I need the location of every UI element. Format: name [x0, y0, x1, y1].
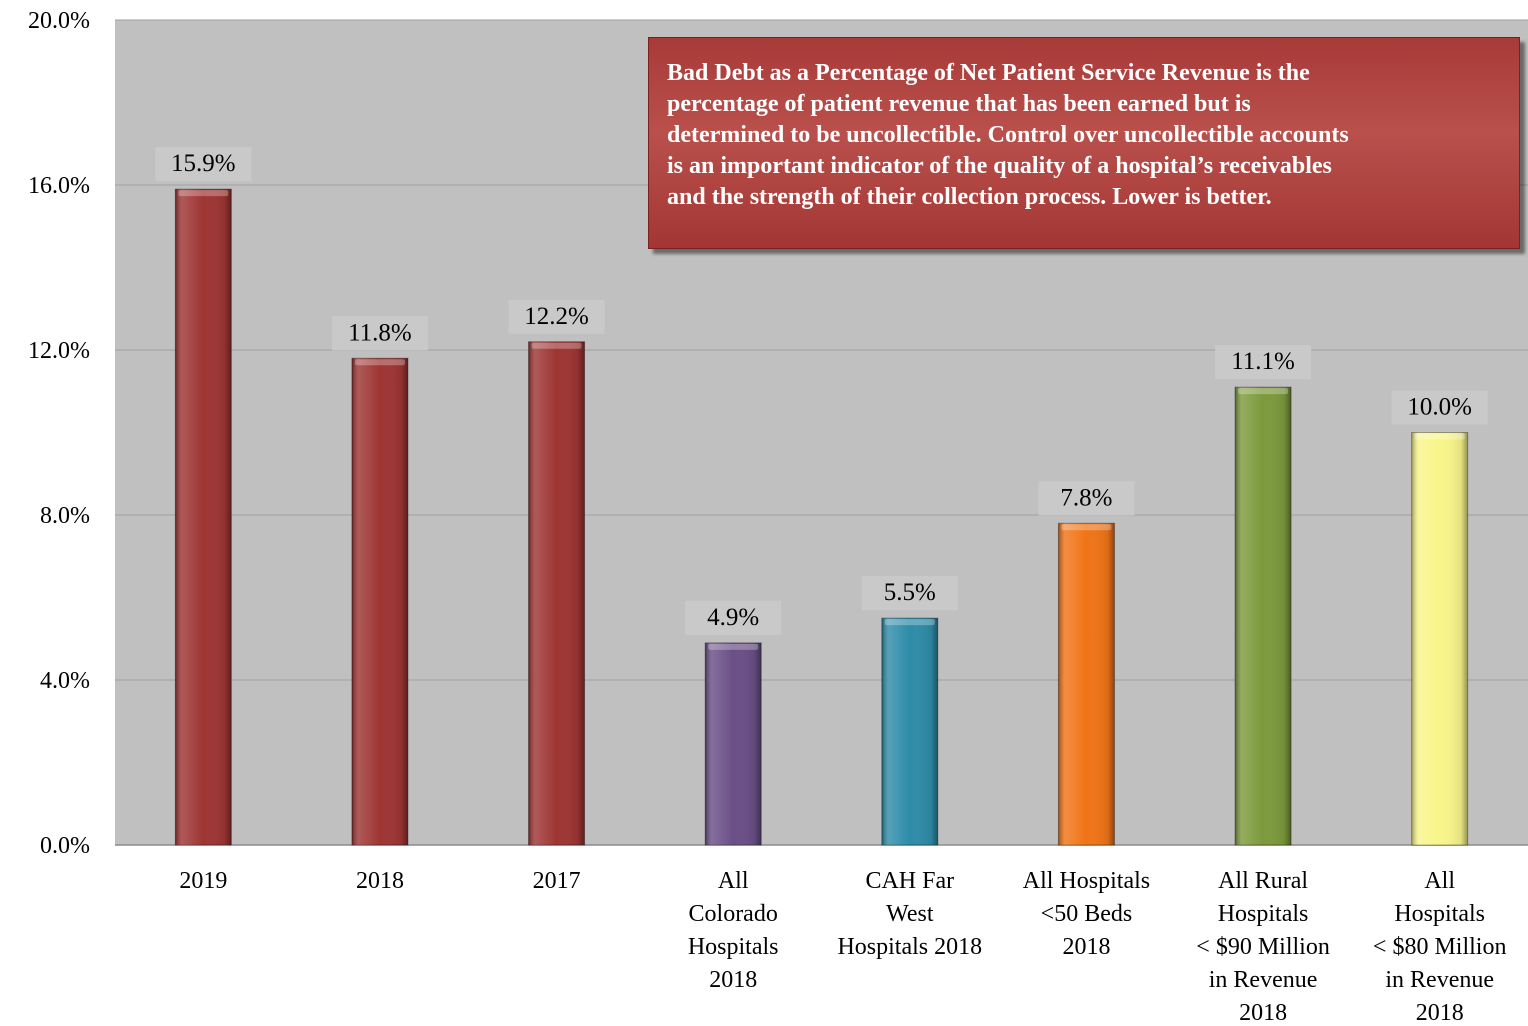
data-label: 11.8% — [348, 319, 412, 346]
data-label: 10.0% — [1407, 394, 1472, 421]
annotation-line-3: determined to be uncollectible. Control … — [667, 122, 1349, 148]
category-label-line: 2018 — [1239, 1000, 1287, 1026]
category-label-line: West — [886, 901, 934, 927]
bar-cap — [178, 190, 229, 197]
category-label-line: < $80 Million — [1373, 934, 1507, 960]
y-tick-label: 8.0% — [40, 503, 90, 529]
category-label-line: 2017 — [533, 868, 581, 894]
data-label-background — [508, 299, 605, 334]
category-label-line: 2018 — [1062, 934, 1110, 960]
category-label-line: <50 Beds — [1041, 901, 1133, 927]
data-label-background — [331, 316, 428, 351]
category-label-line: Hospitals — [1218, 901, 1309, 927]
data-label: 12.2% — [524, 303, 589, 330]
category-label: All Hospitals < $80 Million in Revenue 2018 — [1373, 868, 1507, 1026]
y-tick-label: 12.0% — [28, 338, 90, 364]
category-label-line: 2019 — [179, 868, 227, 894]
y-tick-label: 16.0% — [28, 173, 90, 199]
y-tick-label: 0.0% — [40, 833, 90, 859]
data-label: 4.9% — [707, 604, 759, 631]
category-label-line: CAH Far — [865, 868, 954, 894]
annotation-line-1: Bad Debt as a Percentage of Net Patient … — [667, 60, 1310, 86]
category-label: 2019 — [179, 868, 227, 894]
bar-shading — [175, 189, 232, 845]
bar-shading — [528, 341, 585, 845]
annotation-line-4: is an important indicator of the quality… — [667, 153, 1332, 179]
data-label: 7.8% — [1060, 484, 1112, 511]
category-label-line: 2018 — [356, 868, 404, 894]
category-label-line: < $90 Million — [1196, 934, 1330, 960]
annotation-box: Bad Debt as a Percentage of Net Patient … — [648, 37, 1520, 249]
category-label-line: All Rural — [1218, 868, 1308, 894]
category-label: All Hospitals <50 Beds 2018 — [1023, 868, 1150, 960]
bar-shading — [1235, 387, 1292, 845]
y-tick-label: 4.0% — [40, 668, 90, 694]
bar-shading — [705, 642, 762, 845]
category-label-line: 2018 — [1416, 1000, 1464, 1026]
category-label: All Colorado Hospitals 2018 — [688, 868, 779, 993]
bar-shading — [1411, 432, 1468, 845]
category-label-line: Colorado — [689, 901, 778, 927]
category-label-line: Hospitals — [688, 934, 779, 960]
data-label-background — [155, 147, 252, 182]
data-label-background — [685, 600, 782, 635]
bar-shading — [881, 618, 938, 845]
bar-cap — [1061, 524, 1112, 531]
category-label: CAH Far West Hospitals 2018 — [837, 868, 982, 960]
data-label: 5.5% — [884, 579, 936, 606]
category-label: 2018 — [356, 868, 404, 894]
category-label: All Rural Hospitals < $90 Million in Revenu… — [1196, 868, 1330, 1026]
bar-cap — [1414, 433, 1465, 440]
annotation-line-2: percentage of patient revenue that has b… — [667, 91, 1251, 117]
category-label-line: in Revenue — [1209, 967, 1318, 993]
category-label-line: 2018 — [709, 967, 757, 993]
data-label-background — [1391, 390, 1488, 425]
data-label-background — [1215, 345, 1312, 380]
category-label-line: All — [1424, 868, 1455, 894]
data-label-background — [861, 576, 958, 611]
bar-shading — [1058, 523, 1115, 845]
bar-shading — [351, 358, 408, 845]
category-label-line: Hospitals — [1394, 901, 1485, 927]
category-label-line: in Revenue — [1385, 967, 1494, 993]
bar-cap — [884, 619, 935, 626]
category-label-line: All — [718, 868, 749, 894]
category-label-line: Hospitals 2018 — [837, 934, 982, 960]
y-tick-label: 20.0% — [28, 8, 90, 34]
bar-cap — [354, 359, 405, 366]
data-label-background — [1038, 481, 1135, 516]
bar-cap — [531, 342, 582, 349]
category-label: 2017 — [533, 868, 581, 894]
bar-cap — [1238, 388, 1289, 395]
data-label: 15.9% — [171, 150, 236, 177]
annotation-line-5: and the strength of their collection pro… — [667, 184, 1272, 210]
category-label-line: All Hospitals — [1023, 868, 1150, 894]
bar-cap — [708, 643, 759, 650]
data-label: 11.1% — [1231, 348, 1295, 375]
